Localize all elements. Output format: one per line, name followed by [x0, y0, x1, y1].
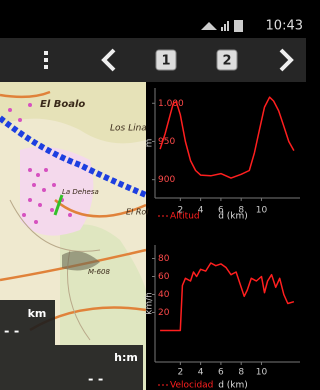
screen: { "status_bar": {"time": "10:43"}, "tool… [0, 0, 306, 390]
map-label: M-608 [88, 268, 110, 276]
clock: 10:43 [266, 19, 303, 34]
y-tick-label: 40 [158, 290, 170, 300]
y-axis-label: km/h [145, 292, 155, 315]
distance-unit: km [28, 307, 47, 320]
map-label: El Rol [126, 208, 149, 217]
x-axis-label: d (km) [218, 212, 248, 222]
x-tick-label: 6 [218, 368, 224, 378]
legend-label: Altitud [170, 212, 200, 222]
app-screen: 10:43 1 2 El Boalo Los Lina El Rol La Dehes… [0, 0, 306, 390]
map-label: La Dehesa [62, 188, 99, 196]
status-bar [0, 0, 306, 38]
page-2-label: 2 [222, 54, 231, 69]
charts-panel [146, 82, 306, 390]
y-tick-label: 60 [158, 272, 170, 282]
map-label: Los Lina [110, 124, 147, 134]
x-tick-label: 10 [256, 206, 268, 216]
battery-icon [234, 20, 243, 32]
menu-button[interactable] [44, 51, 48, 69]
x-tick-label: 10 [256, 368, 268, 378]
time-value: - - [88, 373, 103, 388]
y-tick-label: 80 [158, 254, 170, 264]
x-tick-label: 2 [177, 368, 183, 378]
legend-label: Velocidad [170, 381, 213, 390]
page-1-label: 1 [161, 54, 170, 69]
distance-value: - - [4, 325, 19, 340]
y-axis-label: m [145, 139, 155, 148]
x-tick-label: 8 [238, 368, 244, 378]
time-unit: h:m [114, 351, 138, 364]
y-tick-label: 1.000 [158, 99, 184, 109]
x-axis-label: d (km) [218, 381, 248, 390]
map-label: El Boalo [40, 99, 85, 110]
y-tick-label: 20 [158, 308, 170, 318]
x-tick-label: 4 [198, 368, 204, 378]
y-tick-label: 900 [158, 175, 175, 185]
